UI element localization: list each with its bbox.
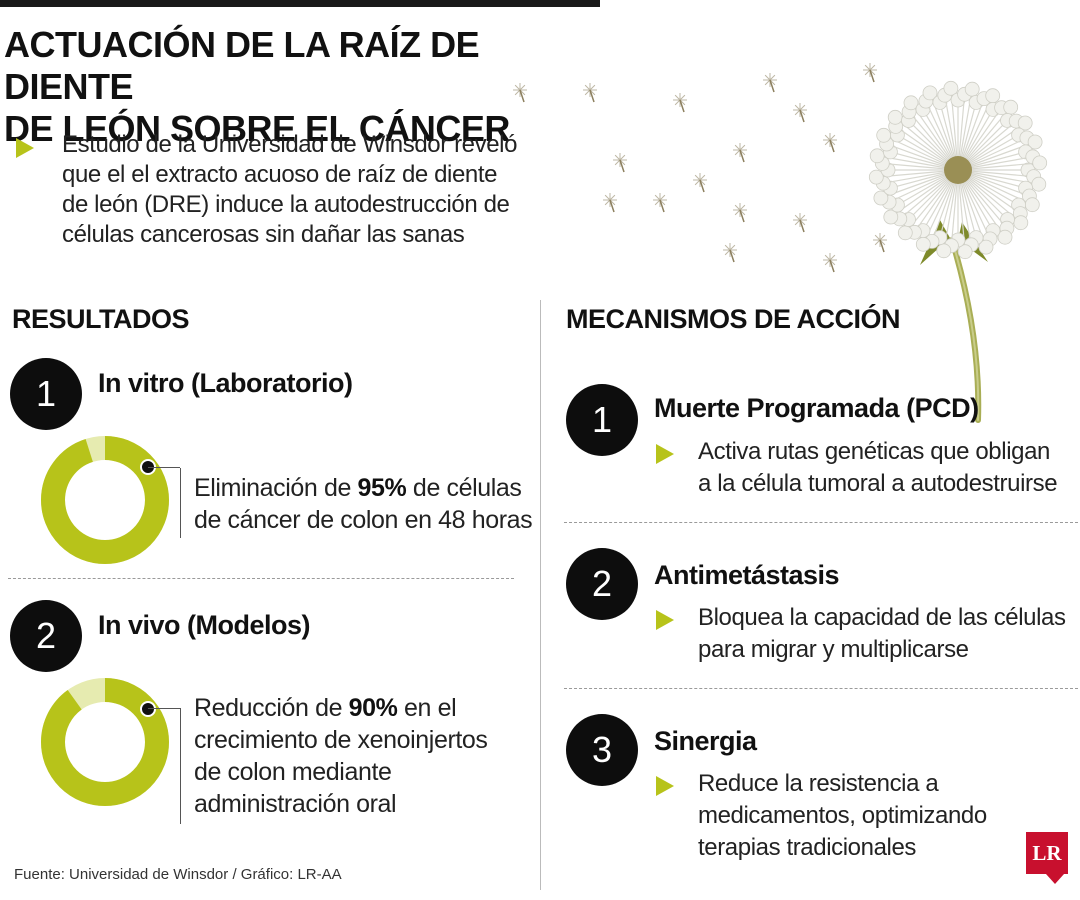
- mechanism-number-badge: 1: [566, 384, 638, 456]
- title-line-1: ACTUACIÓN DE LA RAÍZ DE DIENTE: [4, 24, 480, 107]
- dashed-separator: [564, 522, 1078, 523]
- stat-line: administración oral: [194, 790, 397, 818]
- stat-text: en el: [397, 694, 457, 722]
- intro-line: células cancerosas sin dañar las sanas: [62, 221, 465, 248]
- column-divider: [540, 300, 541, 890]
- donut-value-arc: [41, 678, 169, 806]
- stat-text: de células: [406, 474, 522, 502]
- mechanism-line: para migrar y multiplicarse: [698, 636, 969, 663]
- mechanism-number-badge: 2: [566, 548, 638, 620]
- lr-logo-tail: [1046, 874, 1064, 884]
- lr-logo-text: LR: [1032, 840, 1062, 865]
- intro-line: que el el extracto acuoso de raíz de die…: [62, 161, 498, 188]
- mechanism-title: Sinergia: [654, 726, 757, 756]
- stat-line: de cáncer de colon en 48 horas: [194, 506, 533, 534]
- mechanism-text: Activa rutas genéticas que obligan a la …: [698, 436, 1058, 500]
- intro-line: Estudio de la Universidad de Winsdor rev…: [62, 131, 518, 158]
- dashed-separator: [8, 578, 514, 579]
- dandelion-illustration: [513, 63, 1048, 423]
- source-credit: Fuente: Universidad de Winsdor / Gráfico…: [14, 866, 342, 883]
- mechanisms-heading: MECANISMOS DE ACCIÓN: [566, 304, 901, 334]
- stat-value: 90%: [348, 694, 398, 722]
- result-number-badge: 1: [10, 358, 82, 430]
- intro-line: de león (DRE) induce la autodestrucción …: [62, 191, 510, 218]
- mechanism-title: Antimetástasis: [654, 560, 840, 590]
- result-title: In vivo (Modelos): [98, 610, 311, 640]
- lr-logo: LR: [1026, 832, 1068, 874]
- stat-text: Reducción de: [194, 694, 349, 722]
- results-heading: RESULTADOS: [12, 304, 190, 334]
- callout-line: [148, 467, 180, 468]
- stat-text: Eliminación de: [194, 474, 358, 502]
- triangle-bullet-icon: [656, 610, 674, 630]
- top-rule: [0, 0, 600, 7]
- donut-marker-dot: [140, 701, 156, 717]
- result-stat-text: Eliminación de 95% de células de cáncer …: [194, 472, 533, 536]
- triangle-bullet-icon: [656, 776, 674, 796]
- triangle-bullet-icon: [16, 138, 34, 158]
- donut-chart-result-1: [41, 436, 169, 564]
- intro-text: Estudio de la Universidad de Winsdor rev…: [62, 130, 522, 250]
- page-title: ACTUACIÓN DE LA RAÍZ DE DIENTE DE LEÓN S…: [4, 24, 604, 150]
- callout-bracket: [180, 468, 181, 538]
- donut-value-arc: [41, 436, 169, 564]
- mechanism-line: Bloquea la capacidad de las células: [698, 604, 1066, 631]
- title-line-2: DE LEÓN SOBRE EL CÁNCER: [4, 108, 510, 149]
- result-stat-text: Reducción de 90% en el crecimiento de xe…: [194, 692, 488, 820]
- mechanism-line: Reduce la resistencia a: [698, 770, 939, 797]
- mechanism-text: Bloquea la capacidad de las células para…: [698, 602, 1066, 666]
- mechanism-line: medicamentos, optimizando: [698, 802, 987, 829]
- stat-line: crecimiento de xenoinjertos: [194, 726, 488, 754]
- callout-bracket: [180, 708, 181, 824]
- triangle-bullet-icon: [656, 444, 674, 464]
- mechanism-line: a la célula tumoral a autodestruirse: [698, 470, 1058, 497]
- mechanism-number-badge: 3: [566, 714, 638, 786]
- mechanism-line: terapias tradicionales: [698, 834, 916, 861]
- dashed-separator: [564, 688, 1078, 689]
- donut-chart-result-2: [41, 678, 169, 806]
- result-title: In vitro (Laboratorio): [98, 368, 353, 398]
- result-number-badge: 2: [10, 600, 82, 672]
- stat-value: 95%: [357, 474, 407, 502]
- mechanism-text: Reduce la resistencia a medicamentos, op…: [698, 768, 987, 864]
- callout-line: [148, 708, 180, 709]
- stat-line: de colon mediante: [194, 758, 392, 786]
- mechanism-line: Activa rutas genéticas que obligan: [698, 438, 1050, 465]
- mechanism-title: Muerte Programada (PCD): [654, 393, 979, 423]
